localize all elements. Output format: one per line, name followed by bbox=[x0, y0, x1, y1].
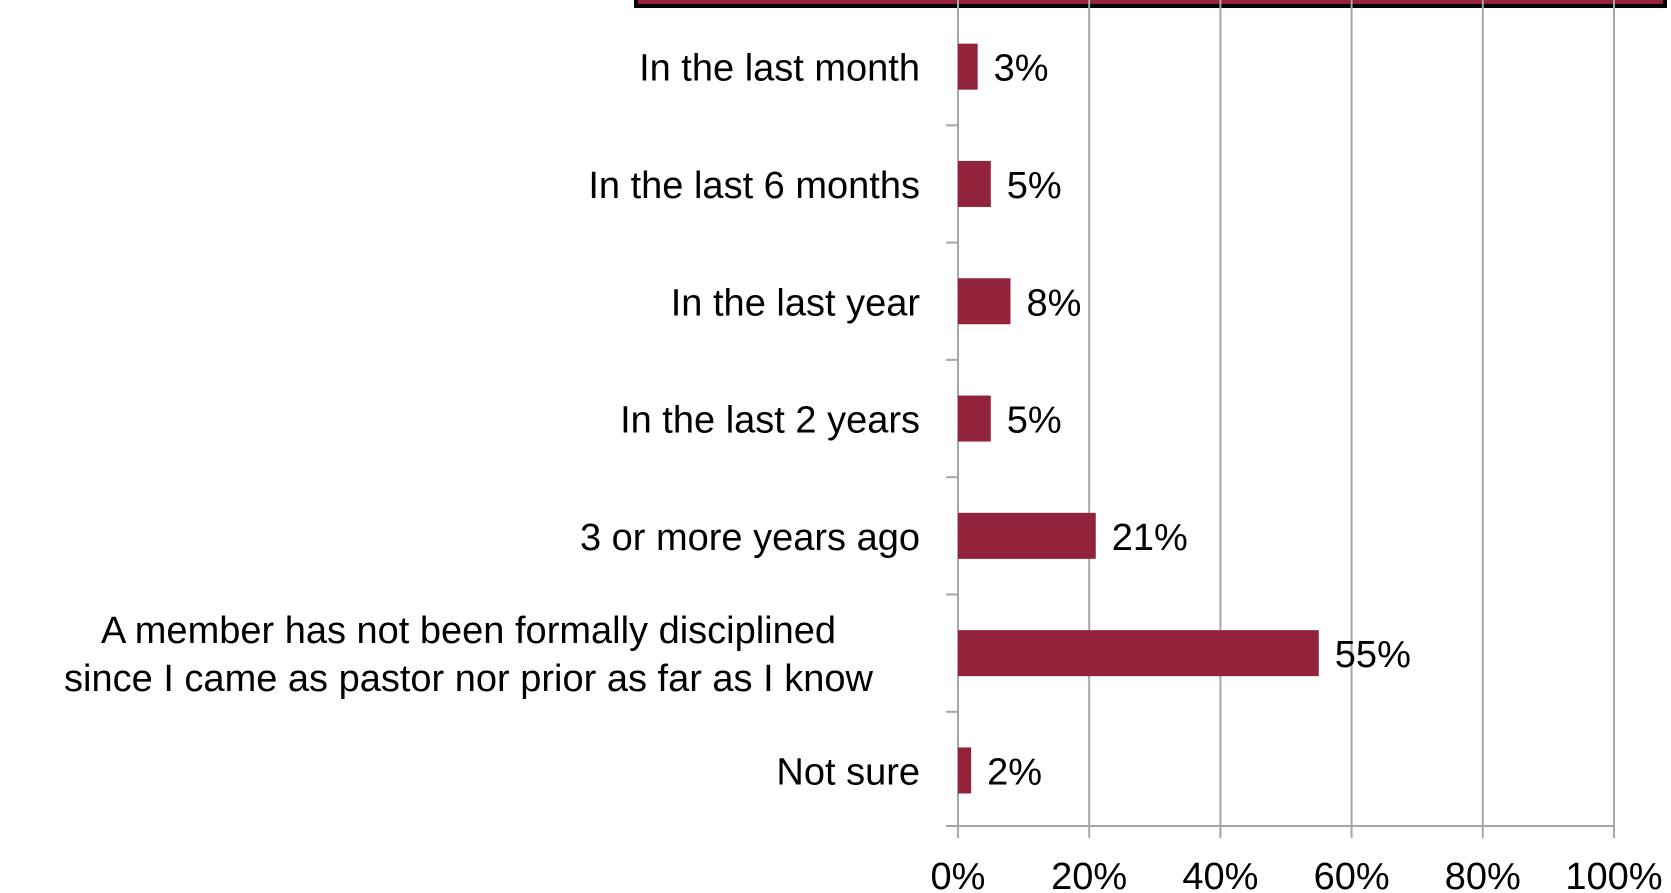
value-label-5: 21% bbox=[1112, 517, 1188, 559]
x-tick-label-20: 20% bbox=[1051, 856, 1127, 893]
bar-6 bbox=[958, 630, 1319, 677]
value-label-7: 2% bbox=[987, 751, 1042, 793]
header-bar bbox=[638, 0, 1663, 4]
bars bbox=[958, 43, 1319, 794]
gridlines bbox=[1088, 0, 1615, 826]
category-label-5: 3 or more years ago bbox=[580, 517, 920, 559]
x-tick-label-0: 0% bbox=[931, 856, 986, 893]
category-label-line: In the last 6 months bbox=[588, 165, 920, 207]
category-label-2: In the last 6 months bbox=[588, 165, 920, 207]
value-label-2: 5% bbox=[1007, 165, 1062, 207]
category-label-3: In the last year bbox=[671, 282, 921, 324]
bar-7 bbox=[958, 747, 972, 794]
category-label-line: Not sure bbox=[776, 751, 920, 793]
value-label-1: 3% bbox=[994, 48, 1049, 90]
category-label-1: In the last month bbox=[639, 48, 920, 90]
value-label-4: 5% bbox=[1007, 400, 1062, 442]
bar-1 bbox=[958, 43, 978, 90]
title-band bbox=[634, 0, 1667, 8]
x-tick-label-40: 40% bbox=[1182, 856, 1258, 893]
category-label-line: A member has not been formally disciplin… bbox=[101, 610, 836, 652]
value-label-3: 8% bbox=[1026, 282, 1081, 324]
category-label-7: Not sure bbox=[776, 751, 920, 793]
x-tick-label-80: 80% bbox=[1445, 856, 1521, 893]
category-labels: In the last month In the last 6 months In … bbox=[64, 48, 920, 794]
category-label-line: In the last month bbox=[639, 48, 920, 90]
category-label-line: In the last year bbox=[671, 282, 921, 324]
category-label-line: In the last 2 years bbox=[620, 400, 920, 442]
x-tick-label-100: 100% bbox=[1565, 856, 1662, 893]
category-label-line: since I came as pastor nor prior as far … bbox=[64, 658, 873, 700]
value-labels: 3% 5% 8% 5% 21% 55% 2% bbox=[987, 48, 1411, 794]
bar-3 bbox=[958, 278, 1011, 325]
category-label-4: In the last 2 years bbox=[620, 400, 920, 442]
category-label-line: 3 or more years ago bbox=[580, 517, 920, 559]
bar-5 bbox=[958, 512, 1096, 559]
bar-2 bbox=[958, 160, 991, 207]
x-tick-label-60: 60% bbox=[1314, 856, 1390, 893]
value-label-6: 55% bbox=[1335, 634, 1411, 676]
bar-4 bbox=[958, 395, 991, 442]
category-label-6: A member has not been formally disciplin… bbox=[64, 610, 873, 700]
x-tick-labels: 0% 20% 40% 60% 80% 100% bbox=[931, 856, 1663, 893]
